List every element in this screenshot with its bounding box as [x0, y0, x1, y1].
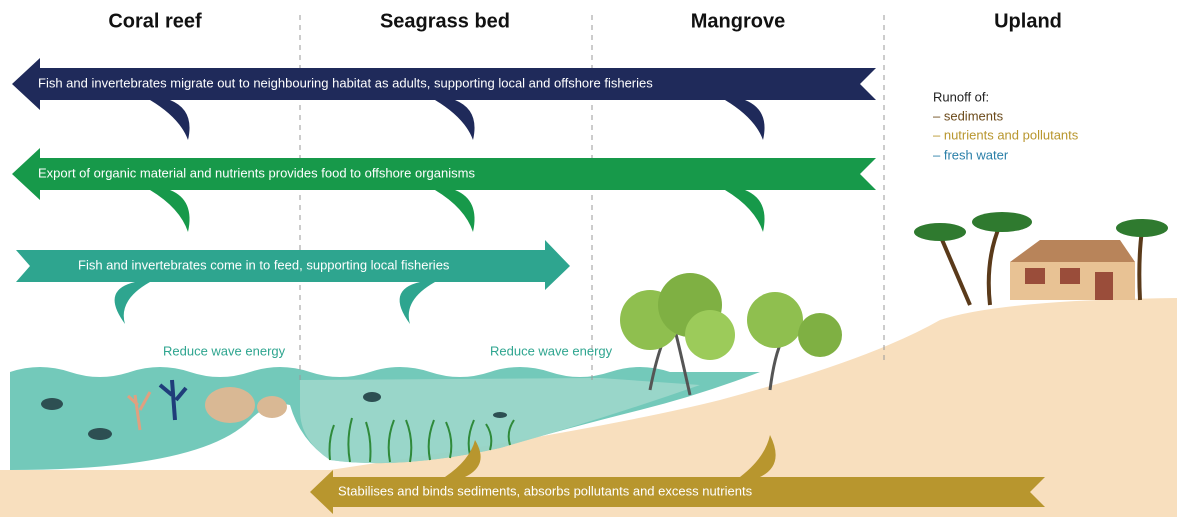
palm-leaves — [914, 212, 1168, 241]
header: Seagrass bed — [380, 10, 510, 32]
runoff-item: – sediments — [933, 108, 1004, 123]
arrow-label: Fish and invertebrates migrate out to ne… — [38, 75, 653, 90]
fish — [88, 428, 112, 440]
fish — [363, 392, 381, 402]
fish — [41, 398, 63, 410]
arrow-export — [12, 148, 876, 232]
shallow-water — [300, 378, 700, 464]
arrow-migrate — [12, 58, 876, 140]
rock — [257, 396, 287, 418]
mangrove — [620, 273, 842, 396]
header: Coral reef — [108, 10, 202, 32]
house — [1010, 240, 1135, 300]
arrow-stabilise — [310, 435, 1045, 514]
coral — [158, 379, 188, 421]
runoff-item: – nutrients and pollutants — [933, 127, 1079, 142]
wave-label: Reduce wave energy — [490, 343, 613, 358]
arrow-feed — [16, 240, 570, 324]
coral — [126, 391, 152, 431]
land — [0, 298, 1177, 517]
runoff-title: Runoff of: — [933, 89, 989, 104]
wave-label: Reduce wave energy — [163, 343, 286, 358]
runoff-item: – fresh water — [933, 147, 1009, 162]
seagrass — [328, 417, 515, 463]
arrow-label: Export of organic material and nutrients… — [38, 165, 475, 180]
header: Mangrove — [691, 10, 785, 32]
arrow-label: Fish and invertebrates come in to feed, … — [78, 257, 450, 272]
rock — [205, 387, 255, 423]
header: Upland — [994, 10, 1062, 32]
fish — [493, 412, 507, 418]
arrow-label: Stabilises and binds sediments, absorbs … — [338, 483, 753, 498]
